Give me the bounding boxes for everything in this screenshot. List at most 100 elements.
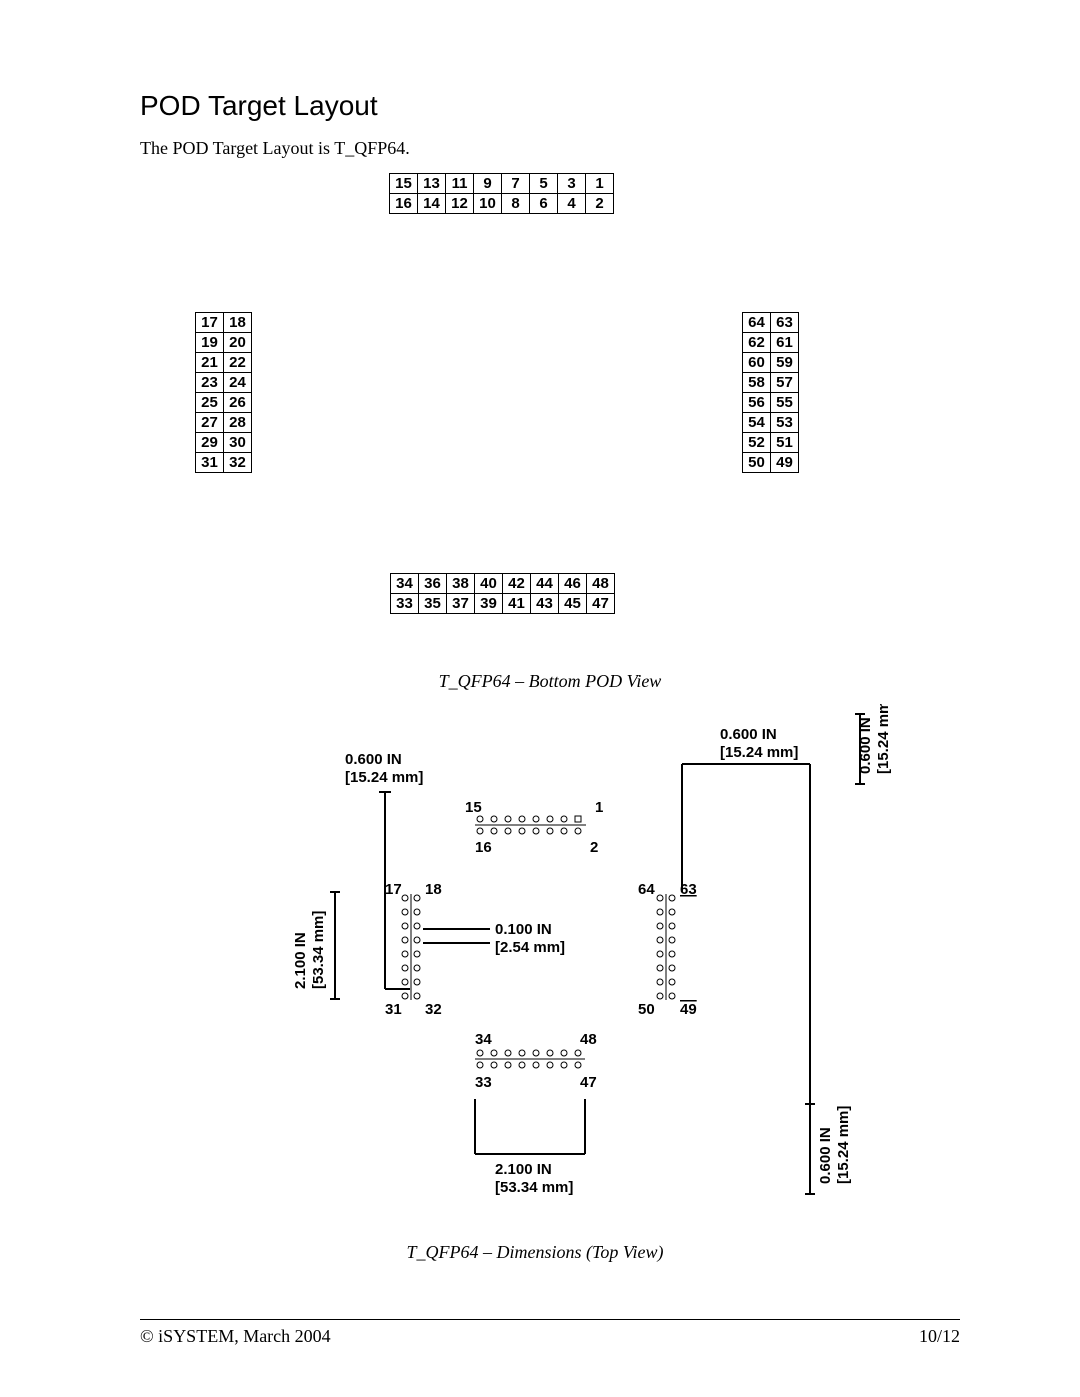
- dim-label: [15.24 mm]: [345, 769, 423, 786]
- pin-table-right: 6463 6261 6059 5857 5655 5453 5251 5049: [742, 312, 799, 473]
- pin-cell: 57: [771, 373, 799, 393]
- pin-cell: 21: [196, 353, 224, 373]
- pin-cell: 43: [531, 594, 559, 614]
- pin-cell: 36: [419, 574, 447, 594]
- pin-cell: 54: [743, 413, 771, 433]
- pin-layout-area: 15 13 11 9 7 5 3 1 16 14 12 10 8 6 4 2: [195, 173, 895, 663]
- pin-label: 15: [465, 799, 482, 816]
- pin-label: 32: [425, 1001, 442, 1018]
- pin-cell: 6: [530, 194, 558, 214]
- pin-label: 34: [475, 1031, 492, 1048]
- section-heading: POD Target Layout: [140, 90, 960, 122]
- pin-label: 64: [638, 881, 655, 898]
- pin-cell: 46: [559, 574, 587, 594]
- footer-copyright: © iSYSTEM, March 2004: [140, 1326, 331, 1347]
- pin-cell: 14: [418, 194, 446, 214]
- dim-label: 2.100 IN: [292, 932, 309, 989]
- pin-cell: 11: [446, 174, 474, 194]
- pitch-label: 0.100 IN: [495, 921, 552, 938]
- pin-cell: 53: [771, 413, 799, 433]
- pin-cell: 3: [558, 174, 586, 194]
- bottom-pin-block: 34 48 33 47: [475, 1031, 597, 1091]
- dim-label: [53.34 mm]: [310, 911, 327, 989]
- pin-cell: 26: [224, 393, 252, 413]
- pin-cell: 42: [503, 574, 531, 594]
- pin-cell: 33: [391, 594, 419, 614]
- caption-bottom-pod-view: T_QFP64 – Bottom POD View: [140, 671, 960, 692]
- pin-label: 18: [425, 881, 442, 898]
- pin-cell: 23: [196, 373, 224, 393]
- pin-cell: 31: [196, 453, 224, 473]
- dim-label: 0.600 IN: [817, 1127, 834, 1184]
- pin-cell: 44: [531, 574, 559, 594]
- pin-cell: 7: [502, 174, 530, 194]
- pin-table-top: 15 13 11 9 7 5 3 1 16 14 12 10 8 6 4 2: [389, 173, 614, 214]
- pin-cell: 49: [771, 453, 799, 473]
- right-pin-block: 64 63 50 49: [638, 881, 697, 1018]
- dim-label: 0.600 IN: [720, 726, 777, 743]
- left-pin-block: 17 18 31 32: [385, 881, 442, 1018]
- pin-cell: 58: [743, 373, 771, 393]
- pin-cell: 18: [224, 313, 252, 333]
- pin-cell: 16: [390, 194, 418, 214]
- pin-cell: 38: [447, 574, 475, 594]
- pin-cell: 32: [224, 453, 252, 473]
- footer-page-number: 10/12: [919, 1326, 960, 1347]
- pin-cell: 60: [743, 353, 771, 373]
- pin-cell: 28: [224, 413, 252, 433]
- pin-cell: 40: [475, 574, 503, 594]
- pin-cell: 12: [446, 194, 474, 214]
- dim-label: [15.24 mm]: [875, 704, 892, 774]
- pin-cell: 34: [391, 574, 419, 594]
- pin-label: 1: [595, 799, 603, 816]
- pin-label: 49: [680, 1001, 697, 1018]
- pin-cell: 24: [224, 373, 252, 393]
- pin-cell: 35: [419, 594, 447, 614]
- pin-label: 31: [385, 1001, 402, 1018]
- pin-cell: 9: [474, 174, 502, 194]
- pin-label: 48: [580, 1031, 597, 1048]
- pin-cell: 48: [587, 574, 615, 594]
- pin-cell: 1: [586, 174, 614, 194]
- pin-cell: 45: [559, 594, 587, 614]
- pin-label: 33: [475, 1074, 492, 1091]
- dim-label: 0.600 IN: [345, 751, 402, 768]
- top-pin-block: 15 1 16 2: [465, 799, 603, 856]
- pin-table-left: 1718 1920 2122 2324 2526 2728 2930 3132: [195, 312, 252, 473]
- pin-cell: 41: [503, 594, 531, 614]
- pin-cell: 29: [196, 433, 224, 453]
- dim-label: 2.100 IN: [495, 1161, 552, 1178]
- pin-cell: 37: [447, 594, 475, 614]
- pin-label: 50: [638, 1001, 655, 1018]
- pin-cell: 2: [586, 194, 614, 214]
- pin-cell: 64: [743, 313, 771, 333]
- dimensions-diagram: 0.600 IN [15.24 mm] 0.600 IN [15.24 mm] …: [290, 704, 930, 1234]
- pin-label: 47: [580, 1074, 597, 1091]
- pin-cell: 8: [502, 194, 530, 214]
- pin-cell: 62: [743, 333, 771, 353]
- pin-cell: 52: [743, 433, 771, 453]
- pin-cell: 59: [771, 353, 799, 373]
- caption-dimensions-top-view: T_QFP64 – Dimensions (Top View): [110, 1242, 960, 1263]
- pin-cell: 22: [224, 353, 252, 373]
- intro-paragraph: The POD Target Layout is T_QFP64.: [140, 138, 960, 159]
- pin-cell: 55: [771, 393, 799, 413]
- dim-label: [15.24 mm]: [720, 744, 798, 761]
- pin-cell: 56: [743, 393, 771, 413]
- pin-cell: 50: [743, 453, 771, 473]
- page-footer: © iSYSTEM, March 2004 10/12: [140, 1319, 960, 1347]
- pin-cell: 39: [475, 594, 503, 614]
- pin-label: 2: [590, 839, 598, 856]
- pitch-label: [2.54 mm]: [495, 939, 565, 956]
- dim-label: [53.34 mm]: [495, 1179, 573, 1196]
- pin-label: 16: [475, 839, 492, 856]
- pin-cell: 27: [196, 413, 224, 433]
- pin-cell: 5: [530, 174, 558, 194]
- pin-cell: 19: [196, 333, 224, 353]
- pin-cell: 63: [771, 313, 799, 333]
- pin-cell: 10: [474, 194, 502, 214]
- pin-cell: 15: [390, 174, 418, 194]
- pin-cell: 51: [771, 433, 799, 453]
- dim-label: [15.24 mm]: [835, 1106, 852, 1184]
- pin-table-bottom: 34 36 38 40 42 44 46 48 33 35 37 39 41 4…: [390, 573, 615, 614]
